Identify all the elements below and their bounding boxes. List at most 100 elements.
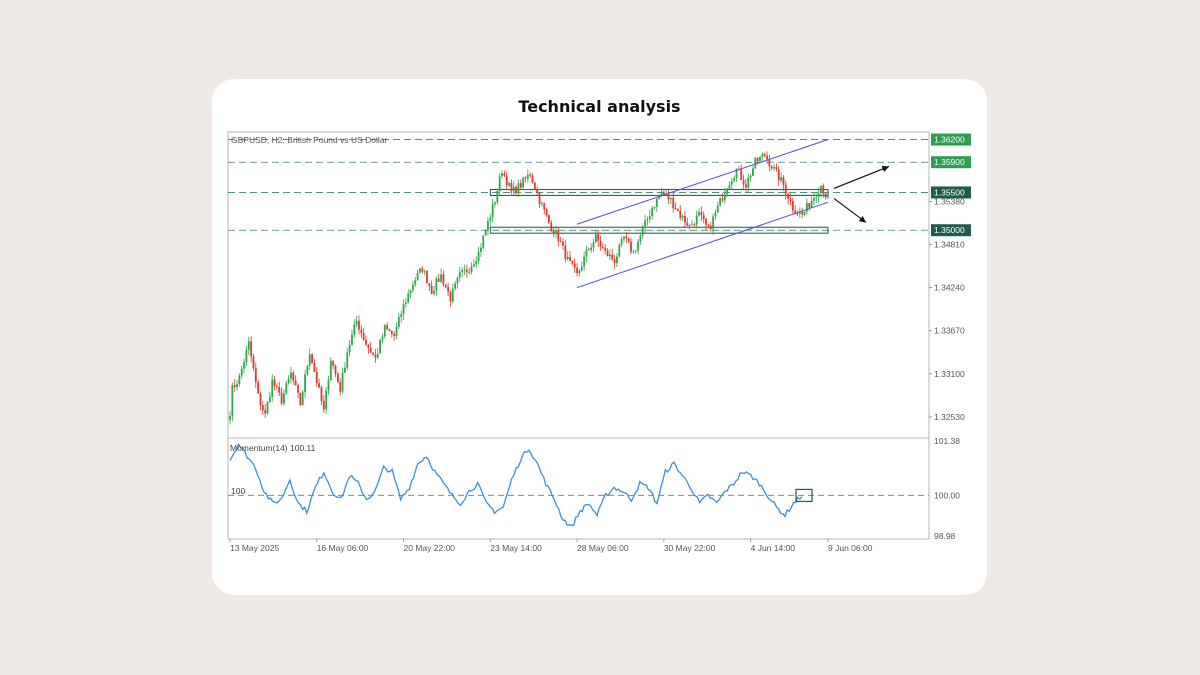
candle-body xyxy=(787,193,790,199)
candle-body xyxy=(709,226,712,229)
candle-body xyxy=(782,177,785,185)
candle-body xyxy=(273,379,276,387)
candle-body xyxy=(646,219,649,221)
candle-body xyxy=(400,314,403,317)
candle-body xyxy=(407,293,410,303)
candle-body xyxy=(252,356,255,369)
candle-body xyxy=(590,247,593,251)
candle-body xyxy=(761,154,764,157)
candle-body xyxy=(540,203,543,205)
candle-body xyxy=(365,339,367,345)
momentum-tick-label: 101.38 xyxy=(934,436,960,446)
candle-body xyxy=(346,352,349,368)
candle-body xyxy=(733,178,736,182)
candle-body xyxy=(693,224,696,226)
candle-body xyxy=(801,211,804,215)
chart-card: Technical analysis 1.32530 1.33100 1.33670… xyxy=(212,79,987,595)
candle-body xyxy=(627,238,630,242)
candle-body xyxy=(430,285,433,294)
candle-body xyxy=(662,191,665,195)
candle-body xyxy=(613,259,616,264)
candle-body xyxy=(353,324,356,335)
candle-body xyxy=(576,267,578,274)
candle-body xyxy=(327,380,330,391)
candle-body xyxy=(444,284,447,288)
candle-body xyxy=(557,230,560,242)
candle-body xyxy=(559,241,562,242)
candle-body xyxy=(374,354,377,358)
candle-body xyxy=(805,203,808,212)
candle-body xyxy=(794,210,797,214)
main-chart-title: GBPUSD, H2: British Pound vs US Dollar xyxy=(231,135,388,145)
candle-body xyxy=(292,372,295,381)
candle-body xyxy=(409,290,412,294)
candle-body xyxy=(817,193,820,197)
candle-body xyxy=(580,266,583,271)
candle-body xyxy=(735,168,738,179)
candle-body xyxy=(344,367,346,373)
price-tick-label: 1.35380 xyxy=(934,197,965,207)
candle-body xyxy=(658,196,661,199)
candle-body xyxy=(791,200,794,211)
candle-body xyxy=(526,174,529,179)
candle-body xyxy=(308,354,311,366)
candle-body xyxy=(487,220,489,231)
candle-body xyxy=(698,212,700,216)
candle-body xyxy=(315,371,318,384)
candle-body xyxy=(341,372,344,392)
candle-body xyxy=(644,220,646,228)
candle-body xyxy=(756,157,759,162)
candle-body xyxy=(332,360,335,366)
candle-body xyxy=(320,387,323,401)
candle-body xyxy=(475,261,478,265)
momentum-line xyxy=(229,443,803,527)
candle-body xyxy=(247,341,250,350)
level-badge-label: 1.36200 xyxy=(934,135,965,145)
candle-body xyxy=(648,216,651,220)
candle-body xyxy=(667,193,670,200)
candle-body xyxy=(491,204,494,218)
candle-body xyxy=(519,183,522,188)
candle-body xyxy=(294,380,297,386)
candle-body xyxy=(416,272,419,281)
price-tick-label: 1.33100 xyxy=(934,369,965,379)
candle-body xyxy=(231,385,234,417)
candle-body xyxy=(397,316,400,327)
time-tick-label: 9 Jun 06:00 xyxy=(828,543,873,553)
channel-upper-line xyxy=(576,139,829,225)
candle-body xyxy=(381,336,384,340)
candle-body xyxy=(515,186,518,194)
candle-body xyxy=(259,393,262,406)
candle-body xyxy=(571,260,574,264)
candle-body xyxy=(789,198,792,201)
candle-body xyxy=(447,287,449,292)
candle-body xyxy=(601,246,604,249)
candle-body xyxy=(730,181,733,185)
candle-body xyxy=(276,386,278,388)
candle-body xyxy=(435,278,438,291)
chart-canvas: 1.32530 1.33100 1.33670 1.34240 1.34810 1.353… xyxy=(227,131,971,553)
candle-body xyxy=(390,331,393,334)
candle-body xyxy=(679,210,682,218)
candle-body xyxy=(712,216,714,229)
candle-body xyxy=(306,365,309,375)
candle-body xyxy=(728,184,731,189)
candle-body xyxy=(482,235,485,248)
candle-body xyxy=(533,182,536,190)
time-tick-label: 23 May 14:00 xyxy=(490,543,542,553)
candle-body xyxy=(318,383,321,388)
candle-body xyxy=(632,251,635,253)
candle-body xyxy=(609,254,611,257)
candle-body xyxy=(503,173,506,176)
candle-body xyxy=(264,410,267,414)
candle-body xyxy=(524,177,527,179)
candle-body xyxy=(745,184,747,188)
arrow-up xyxy=(833,165,890,189)
candle-body xyxy=(620,238,623,245)
candle-body xyxy=(815,196,818,198)
candle-body xyxy=(674,208,677,210)
candle-body xyxy=(714,212,717,217)
candle-body xyxy=(379,339,381,354)
candle-body xyxy=(623,236,625,239)
candle-body xyxy=(383,325,386,337)
